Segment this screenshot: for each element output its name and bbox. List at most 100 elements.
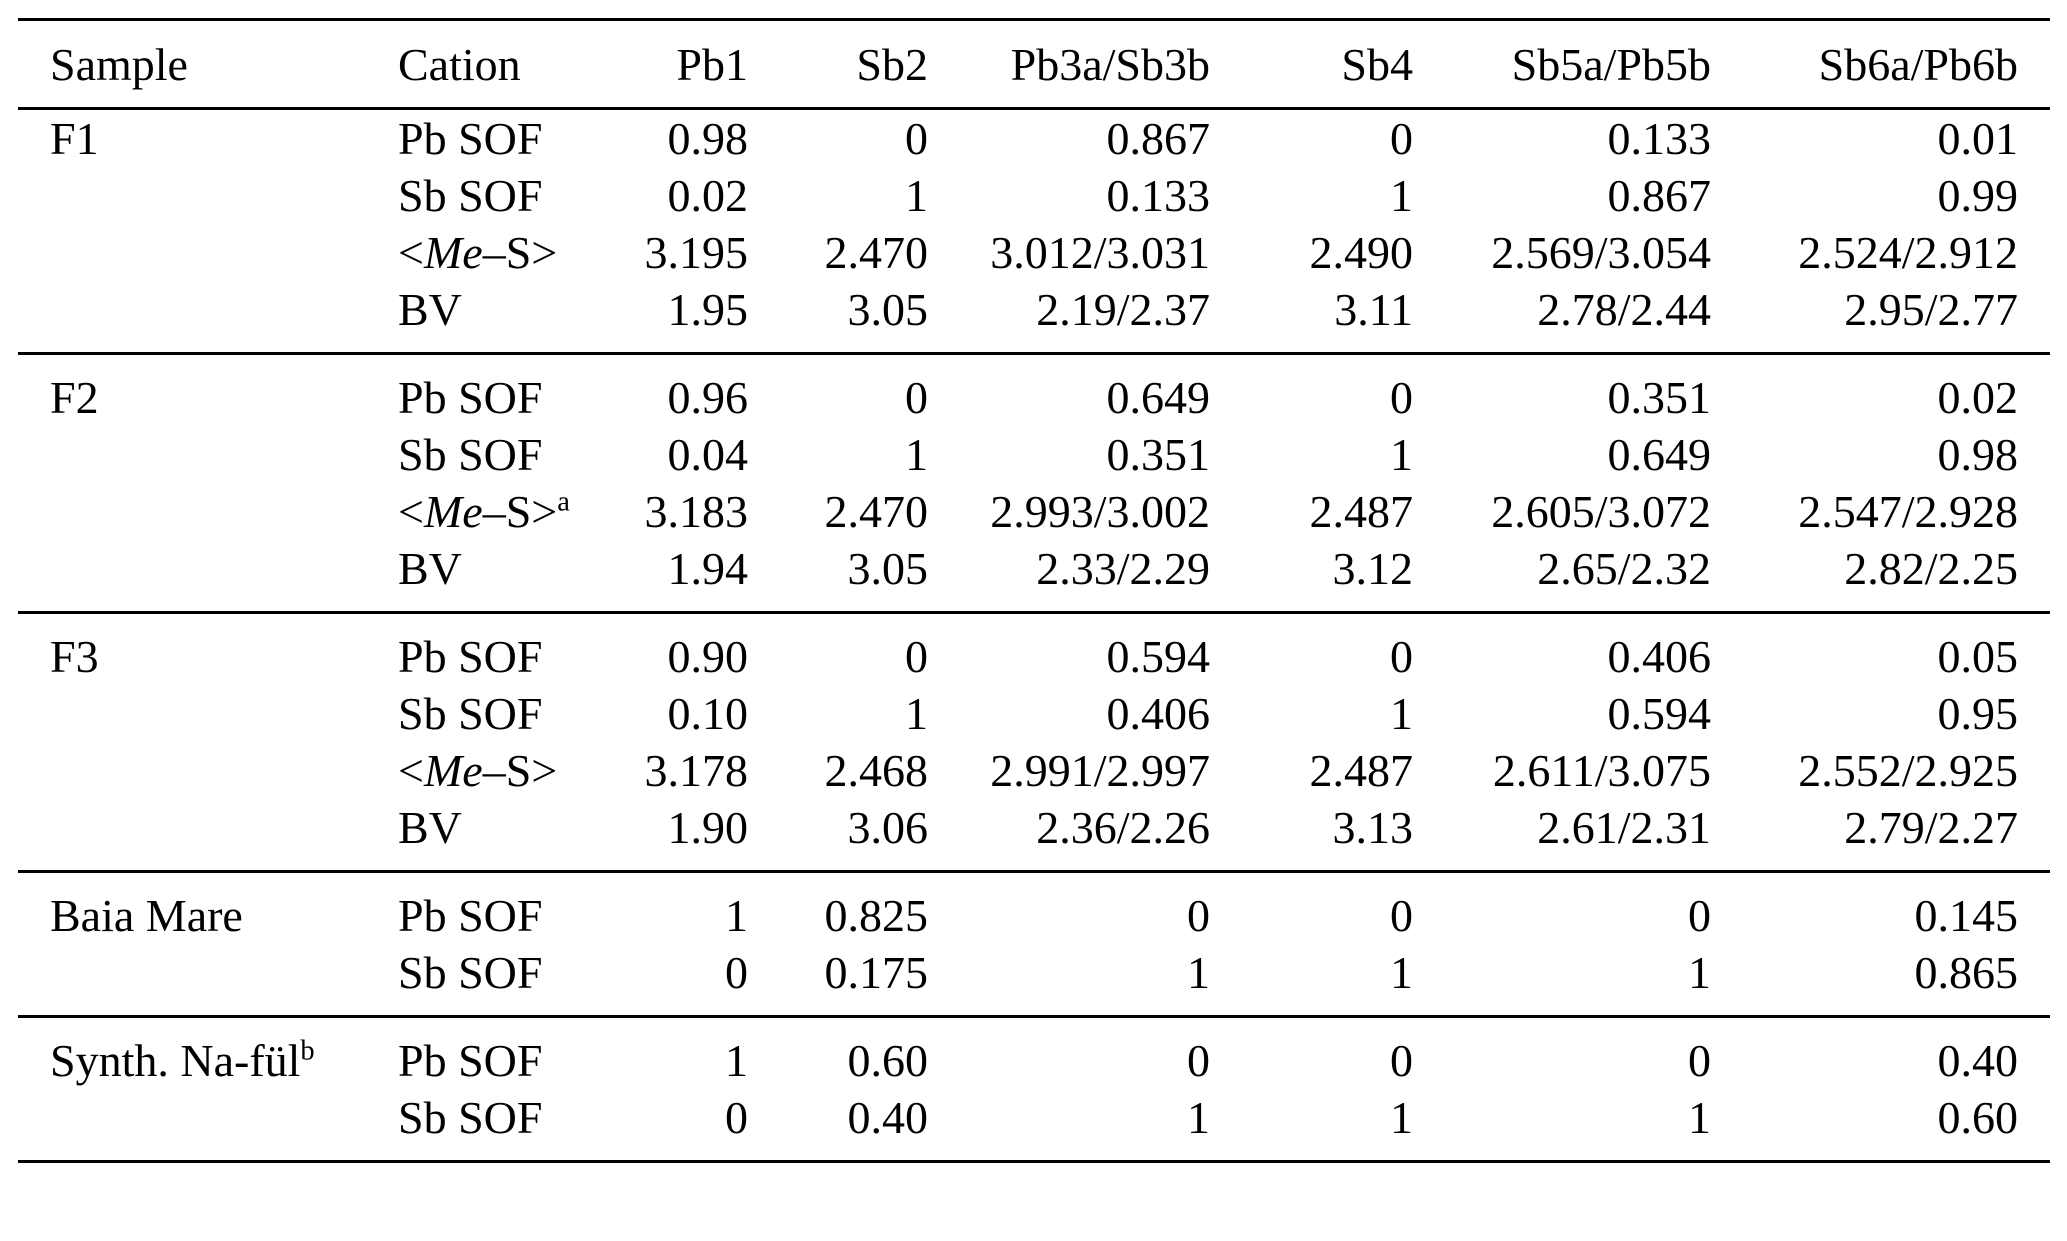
cell-value: 0.02 (667, 170, 749, 221)
cell-value: 3.13 (1332, 802, 1414, 853)
cation-label: Pb SOF (398, 113, 543, 164)
cell-value: 2.61/2.31 (1537, 802, 1711, 853)
cell-cation: Pb SOF (398, 611, 548, 685)
sample-footnote-marker: b (300, 1035, 315, 1067)
cell-value: 3.06 (847, 802, 929, 853)
cell-value: 0 (1210, 870, 1413, 944)
cell-value: 0.649 (1607, 429, 1712, 480)
cell-value: 2.993/3.002 (990, 486, 1210, 537)
cell-value: 2.470 (824, 227, 929, 278)
cell-sample: Baia Mare (18, 870, 398, 944)
cell-cation: Pb SOF (398, 1015, 548, 1089)
cell-value: 2.65/2.32 (1537, 543, 1711, 594)
cation-label-italic: Me (423, 486, 483, 537)
cell-value: 0.406 (1106, 688, 1211, 739)
cation-label: Pb SOF (398, 890, 543, 941)
cell-cation: Pb SOF (398, 352, 548, 426)
cell-value: 3.11 (1334, 284, 1413, 335)
cell-value: 0.98 (1937, 429, 2019, 480)
cell-value: 2.468 (824, 745, 929, 796)
cell-value: 0.95 (1937, 688, 2019, 739)
cell-value: 1 (905, 170, 928, 221)
table-row: BV 1.94 3.05 2.33/2.29 3.12 2.65/2.32 2.82/2.2… (18, 540, 2050, 613)
table-row: F2 Pb SOF 0.96 0 0.649 0 0.351 0.02 (18, 352, 2050, 426)
cation-label: Sb SOF (398, 429, 543, 480)
col-header-pb1: Pb1 (548, 19, 748, 110)
table-row: <Me–S> 3.195 2.470 3.012/3.031 2.490 2.569/3.… (18, 224, 2050, 281)
cell-cation: <Me–S>a (398, 483, 570, 540)
cation-label-suffix: –S> (482, 486, 558, 537)
cell-value: 0.133 (1106, 170, 1211, 221)
cell-sample: F3 (18, 611, 398, 685)
cell-value: 1 (1390, 1092, 1413, 1143)
cell-value: 0.133 (1607, 113, 1712, 164)
cell-value: 1 (1390, 947, 1413, 998)
cell-value: 0.40 (847, 1092, 929, 1143)
cation-label: Pb SOF (398, 372, 543, 423)
paper-page: Sample Cation Pb1 Sb2 Pb3a/Sb3b Sb4 Sb5a… (0, 18, 2067, 1241)
cell-sample (18, 224, 398, 281)
cell-value: 0.99 (1937, 170, 2019, 221)
table-row: <Me–S> 3.178 2.468 2.991/2.997 2.487 2.611/3.… (18, 742, 2050, 799)
cell-value: 1.95 (667, 284, 749, 335)
cation-label-suffix: –S> (482, 745, 558, 796)
cation-label: < (398, 745, 424, 796)
col-header-sb6a-pb6b: Sb6a/Pb6b (1711, 19, 2050, 110)
cation-label: < (398, 227, 424, 278)
cell-value: 0 (748, 611, 928, 685)
table-row: F1 Pb SOF 0.98 0 0.867 0 0.133 0.01 (18, 109, 2050, 168)
cell-value: 2.33/2.29 (1036, 543, 1210, 594)
cell-value: 0.60 (1937, 1092, 2019, 1143)
cell-value: 2.524/2.912 (1798, 227, 2018, 278)
cell-value: 0.40 (1711, 1015, 2050, 1089)
cell-sample (18, 483, 398, 540)
cell-cation: <Me–S> (398, 742, 557, 799)
cell-value: 2.78/2.44 (1537, 284, 1711, 335)
cell-value: 1 (548, 870, 748, 944)
cell-sample (18, 1089, 398, 1162)
cation-label: Pb SOF (398, 1035, 543, 1086)
cation-label: Sb SOF (398, 1092, 543, 1143)
cell-value: 0 (1210, 611, 1413, 685)
cell-value: 3.05 (847, 543, 929, 594)
cell-value: 1 (905, 688, 928, 739)
cell-sample (18, 944, 398, 1017)
table-row: Baia Mare Pb SOF 1 0.825 0 0 0 0.145 (18, 870, 2050, 944)
table-row: Sb SOF 0.10 1 0.406 1 0.594 0.95 (18, 685, 2050, 742)
cell-value: 0.04 (667, 429, 749, 480)
cell-sample (18, 742, 398, 799)
sample-label: F1 (50, 113, 99, 164)
table-row: Sb SOF 0 0.175 1 1 1 0.865 (18, 944, 2050, 1017)
cation-label: Sb SOF (398, 947, 543, 998)
cell-value: 0.406 (1413, 611, 1711, 685)
cell-sample (18, 426, 398, 483)
cell-value: 3.12 (1332, 543, 1414, 594)
cell-cation: Sb SOF (398, 1089, 548, 1162)
cell-value: 2.95/2.77 (1844, 284, 2018, 335)
cell-cation: Sb SOF (398, 426, 548, 483)
cell-value: 2.490 (1309, 227, 1414, 278)
cell-value: 0 (1210, 352, 1413, 426)
col-header-sb5a-pb5b: Sb5a/Pb5b (1413, 19, 1711, 110)
cell-cation: Pb SOF (398, 870, 548, 944)
cell-sample (18, 685, 398, 742)
cell-value: 1 (1187, 947, 1210, 998)
cell-value: 0 (1413, 870, 1711, 944)
cell-value: 0.05 (1711, 611, 2050, 685)
cell-cation: BV (398, 799, 548, 872)
cell-value: 0 (928, 1015, 1210, 1089)
cell-cation: Sb SOF (398, 167, 548, 224)
cell-value: 0.01 (1937, 113, 2019, 164)
table-row: Synth. Na-fülb Pb SOF 1 0.60 0 0 0 0.40 (18, 1015, 2050, 1089)
cell-value: 3.012/3.031 (990, 227, 1210, 278)
table-row: F3 Pb SOF 0.90 0 0.594 0 0.406 0.05 (18, 611, 2050, 685)
cell-value: 0.865 (1914, 947, 2019, 998)
cell-value: 3.05 (847, 284, 929, 335)
col-header-cation: Cation (398, 19, 548, 110)
cell-value: 1.94 (667, 543, 749, 594)
cell-sample: F2 (18, 352, 398, 426)
table-row: BV 1.95 3.05 2.19/2.37 3.11 2.78/2.44 2.95/2.7… (18, 281, 2050, 354)
col-header-sb2: Sb2 (748, 19, 928, 110)
cell-value: 1 (548, 1015, 748, 1089)
cell-value: 3.195 (644, 227, 749, 278)
